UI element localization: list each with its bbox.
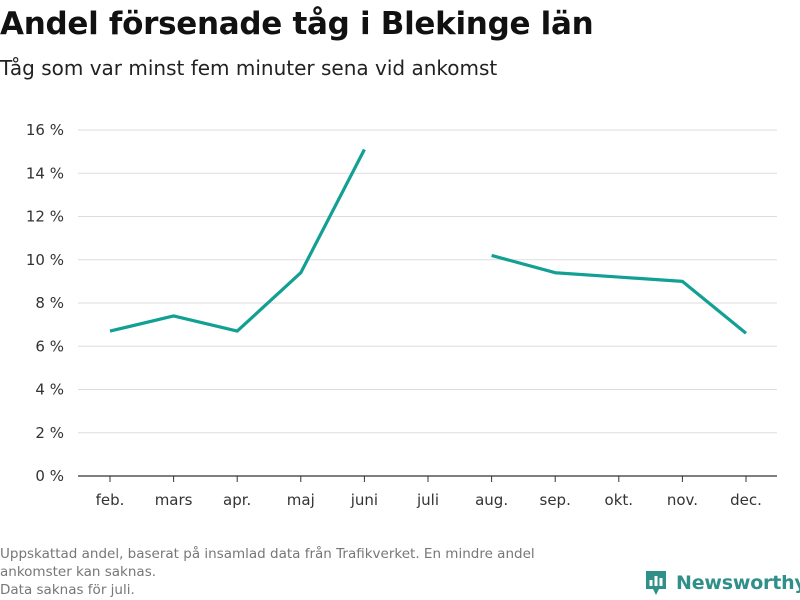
grid-lines — [78, 129, 777, 477]
series-line-segment — [491, 253, 748, 335]
y-axis-ticks: 0 % 2 % 4 % 6 % 8 % 10 % 12 % 14 % 16 % — [26, 121, 64, 485]
x-tick-label: sep. — [540, 491, 571, 509]
chart-subtitle: Tåg som var minst fem minuter sena vid a… — [0, 56, 498, 80]
x-tick-label: juni — [350, 491, 378, 509]
x-tick-label: nov. — [667, 491, 698, 509]
line-chart: 0 % 2 % 4 % 6 % 8 % 10 % 12 % 14 % 16 % feb. mars… — [26, 121, 777, 509]
x-tick-label: dec. — [730, 491, 762, 509]
y-tick-label: 4 % — [35, 381, 64, 399]
x-tick-label: okt. — [605, 491, 634, 509]
series-line-segment — [109, 148, 366, 333]
footnote-line-2: ankomster kan saknas. — [0, 564, 157, 580]
y-tick-label: 2 % — [35, 424, 64, 442]
footnote-line-1: Uppskattad andel, baserat på insamlad da… — [0, 546, 535, 562]
y-tick-label: 0 % — [35, 467, 64, 485]
chart-title: Andel försenade tåg i Blekinge län — [0, 6, 594, 42]
y-tick-label: 12 % — [26, 208, 64, 226]
x-tick-label: feb. — [96, 491, 125, 509]
footnote: Uppskattad andel, baserat på insamlad da… — [0, 545, 640, 599]
x-tick-label: mars — [155, 491, 193, 509]
brand-name: Newsworthy — [676, 572, 800, 594]
y-tick-label: 8 % — [35, 294, 64, 312]
series-lines — [109, 148, 748, 335]
x-tick-label: juli — [416, 491, 439, 509]
y-tick-label: 6 % — [35, 337, 64, 355]
y-tick-label: 14 % — [26, 164, 64, 182]
footnote-line-3: Data saknas för juli. — [0, 582, 135, 598]
x-tick-label: apr. — [223, 491, 251, 509]
newsworthy-logo-icon — [646, 571, 666, 595]
newsworthy-logo: Newsworthy — [644, 568, 800, 598]
x-tick-label: maj — [287, 491, 315, 509]
y-tick-label: 16 % — [26, 121, 64, 139]
y-tick-label: 10 % — [26, 251, 64, 269]
x-axis-ticks: feb. mars apr. maj juni juli aug. sep. okt. nov. d… — [96, 476, 762, 509]
x-tick-label: aug. — [475, 491, 508, 509]
